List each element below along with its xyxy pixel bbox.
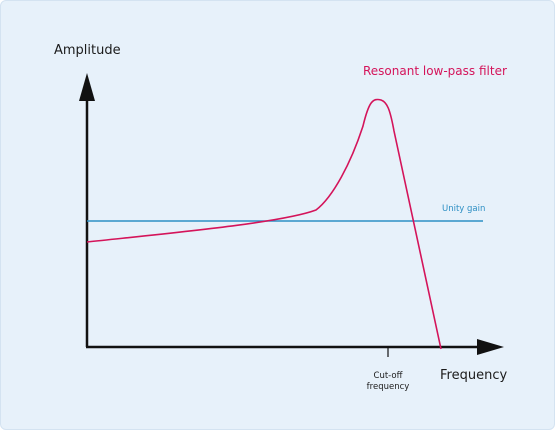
y-axis-arrow xyxy=(79,73,95,101)
x-axis-label: Frequency xyxy=(440,368,507,383)
unity-gain-label: Unity gain xyxy=(442,204,485,214)
x-axis-arrow xyxy=(477,339,504,355)
cutoff-label-line2: frequency xyxy=(367,382,410,392)
cutoff-label-line1: Cut-off xyxy=(374,371,404,381)
resonant-lowpass-curve xyxy=(86,98,442,350)
curve-label: Resonant low-pass filter xyxy=(363,64,507,78)
y-axis-label: Amplitude xyxy=(54,43,121,58)
